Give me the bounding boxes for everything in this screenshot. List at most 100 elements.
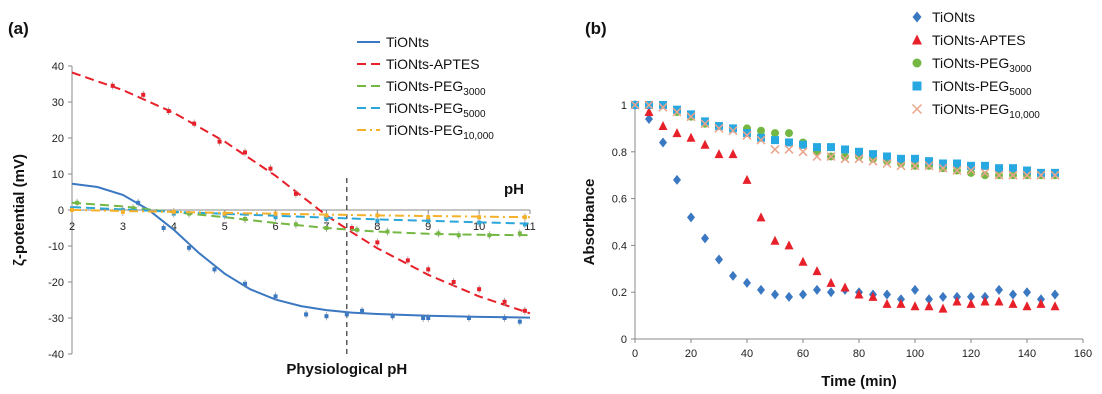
data-point-square <box>1023 166 1031 175</box>
data-point-diamond <box>1009 289 1017 300</box>
data-point-circle <box>785 129 793 138</box>
legend-label-base: TiONts-PEG <box>932 101 1009 117</box>
data-point-diamond <box>701 233 709 244</box>
cross-stroke <box>896 161 906 171</box>
data-point-triangle <box>644 107 654 117</box>
y-tick-label: 1 <box>621 100 627 112</box>
panel-label-b: (b) <box>585 19 607 38</box>
cross-stroke <box>798 147 808 157</box>
legend-label: TiONts-PEG5000 <box>932 78 1032 98</box>
data-point-cross <box>672 107 682 117</box>
data-point-cross <box>630 100 640 110</box>
physiological-ph-label: Physiological pH <box>286 361 407 378</box>
legend-label: TiONts-PEG10,000 <box>386 122 494 142</box>
data-point-diamond <box>687 212 695 223</box>
data-point <box>477 287 482 292</box>
legend-label-subscript: 5000 <box>1009 87 1032 98</box>
y-tick-label: 0 <box>58 205 64 217</box>
data-point-triangle <box>1008 298 1018 308</box>
x-axis-label: Time (min) <box>821 373 897 390</box>
data-point <box>187 245 192 250</box>
data-point <box>293 222 298 227</box>
x-tick-label: 80 <box>853 348 865 360</box>
data-point-square <box>883 152 891 161</box>
data-point-diamond <box>673 174 681 185</box>
data-point-square <box>743 129 751 138</box>
data-point-cross <box>854 154 864 164</box>
data-point-cross <box>686 112 696 122</box>
x-tick-label: 60 <box>797 348 809 360</box>
data-point-triangle <box>910 301 920 311</box>
cross-stroke <box>1022 170 1032 180</box>
data-point-cross <box>882 158 892 169</box>
cross-stroke <box>686 112 696 122</box>
data-point-circle <box>771 129 779 138</box>
data-point <box>344 312 349 317</box>
data-point <box>522 222 527 227</box>
data-point-square <box>659 101 667 109</box>
data-point <box>375 218 380 223</box>
data-point <box>390 314 395 319</box>
data-point-circle <box>757 126 765 135</box>
data-point-square <box>897 154 905 163</box>
data-point <box>136 200 141 205</box>
data-point <box>243 281 248 286</box>
data-point-square <box>673 105 681 114</box>
data-point <box>110 83 115 88</box>
legend-label: TiONts-APTES <box>386 56 480 72</box>
data-point-triangle <box>742 174 752 184</box>
data-point <box>70 208 74 212</box>
data-point <box>273 211 278 216</box>
legend-label-base: TiONts-PEG <box>932 55 1009 71</box>
y-tick-label: -30 <box>48 313 64 325</box>
data-point <box>293 191 298 196</box>
data-point-cross <box>910 161 920 171</box>
panel-label-a: (a) <box>8 19 29 38</box>
cross-stroke <box>658 102 668 112</box>
data-point-square <box>813 143 821 152</box>
legend-label-subscript: 5000 <box>463 109 486 120</box>
data-point-diamond <box>771 289 779 300</box>
data-point-triangle <box>1022 301 1032 311</box>
data-point-triangle <box>1050 301 1060 311</box>
x-axis-label: pH <box>504 181 524 198</box>
data-point-diamond <box>939 291 947 302</box>
data-point-diamond <box>799 289 807 300</box>
data-point <box>187 211 192 216</box>
data-point-cross <box>840 154 850 164</box>
panel-b: (b) 1 0.8 0.6 0.4 0.2 00 20 40 60 80 100 120 140 160 Ti… <box>581 9 1092 390</box>
data-point-square <box>953 159 961 168</box>
data-point-square <box>911 154 919 163</box>
x-tick-label: 2 <box>69 221 75 233</box>
data-point-triangle <box>840 282 850 292</box>
cross-stroke <box>980 168 990 178</box>
data-point-cross <box>812 151 822 162</box>
data-point <box>349 226 354 230</box>
data-point-cross <box>756 135 766 145</box>
data-point-triangle <box>966 298 976 308</box>
y-tick-label: 0.8 <box>612 147 627 159</box>
cross-stroke <box>1050 170 1060 180</box>
y-tick-label: 0.4 <box>612 240 627 252</box>
data-point <box>426 267 431 272</box>
y-tick-label: -40 <box>48 349 64 361</box>
data-point <box>222 211 227 216</box>
data-point <box>324 226 329 230</box>
cross-stroke <box>812 151 822 162</box>
data-point-triangle <box>938 303 948 313</box>
data-point <box>324 314 329 319</box>
data-point-square <box>912 81 922 91</box>
data-point-square <box>757 133 765 142</box>
cross-stroke <box>911 103 923 115</box>
data-point-triangle <box>714 149 724 159</box>
data-point-diamond <box>715 254 723 265</box>
series-fit-line <box>71 71 531 315</box>
data-point-triangle <box>686 132 696 142</box>
x-tick-label: 20 <box>685 348 697 360</box>
data-point-cross <box>714 123 724 133</box>
series-fit-line <box>71 209 531 219</box>
data-point-square <box>981 161 989 170</box>
data-point-triangle <box>700 139 710 149</box>
legend-label: TiONts <box>386 34 429 50</box>
